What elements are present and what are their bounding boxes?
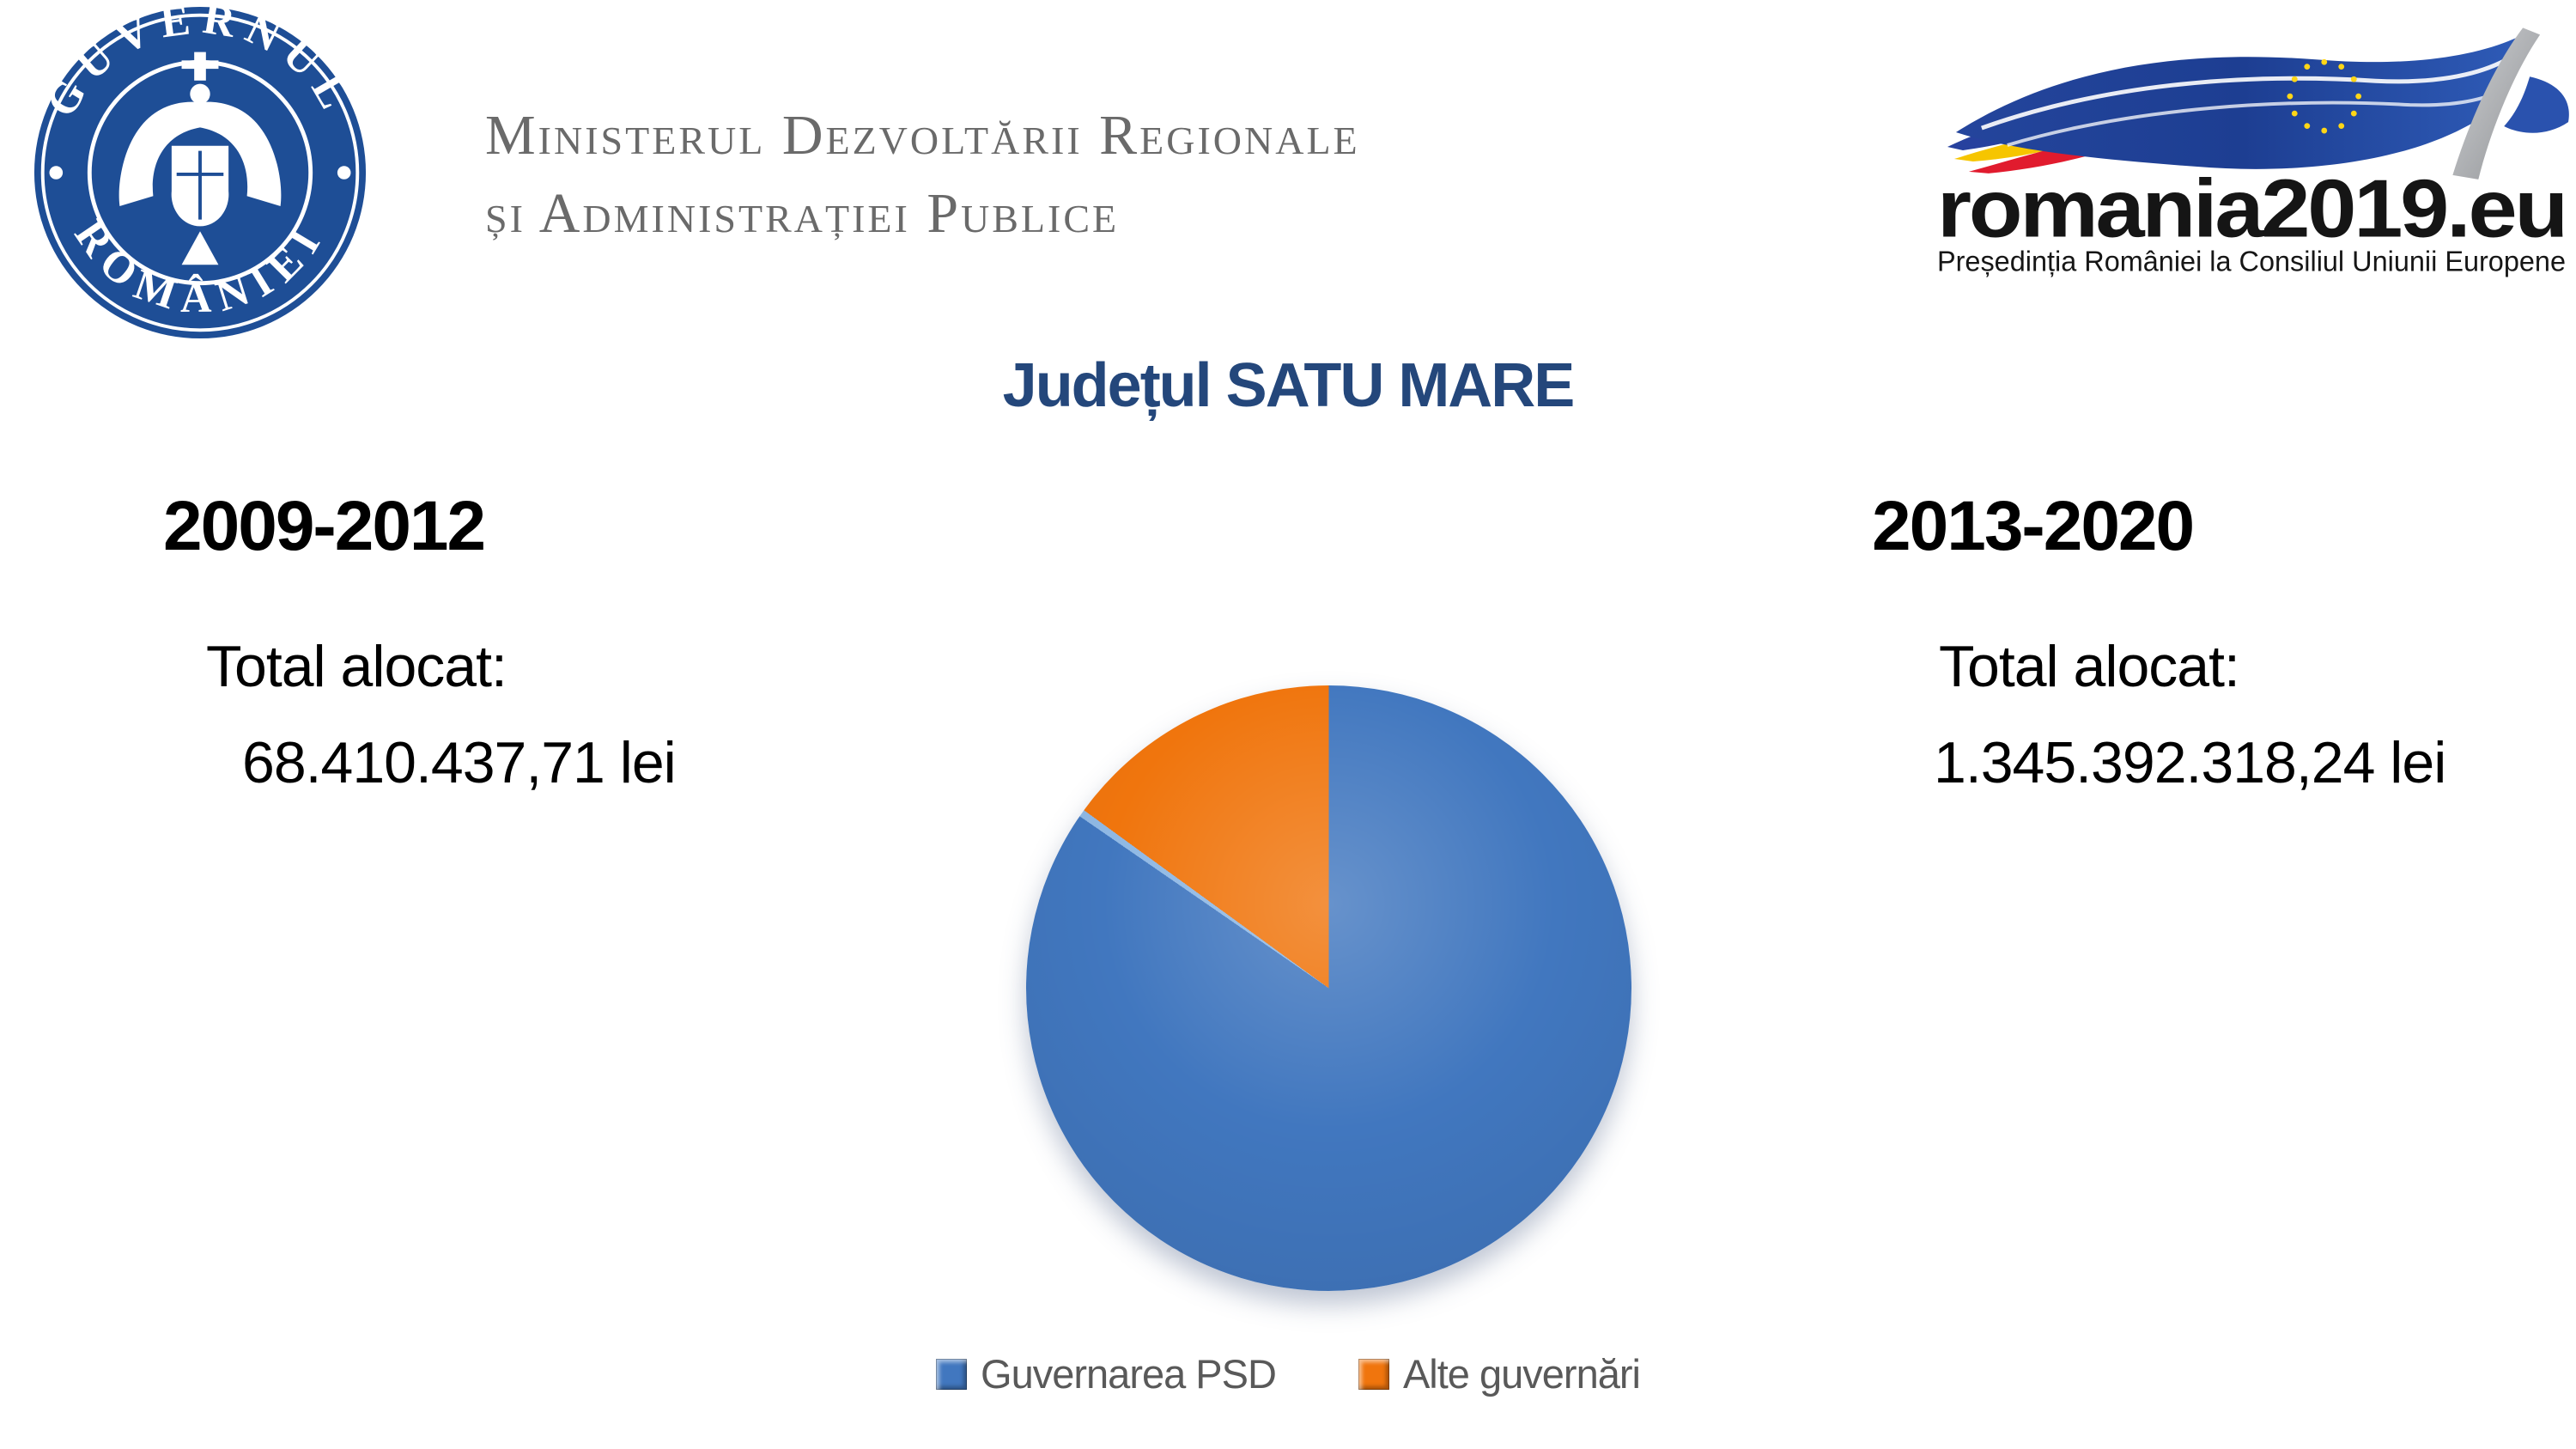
legend-item-alte-guvernari: Alte guvernări [1358,1351,1641,1397]
page-title: Județul SATU MARE [1002,351,1576,420]
period-panel-2013-2020: 2013-2020 Total alocat: 1.345.392.318,24… [1872,487,2446,795]
period-panel-2009-2012: 2009-2012 Total alocat: 68.410.437,71 le… [163,487,677,795]
total-allocated-label: Total alocat: [206,634,507,699]
legend-label: Guvernarea PSD [981,1351,1277,1397]
pie-chart [1026,685,1631,1291]
ministry-name-line2: și Administrației Publice [485,182,1120,246]
flag-wave-graphic [1947,27,2569,180]
legend-swatch-blue-icon [936,1358,968,1390]
eu-subtitle-text: Președinția României la Consiliul Uniuni… [1937,246,2566,277]
ministry-name: Ministerul Dezvoltării Regionale și Admi… [485,96,1360,253]
coat-of-arms-detail [176,150,224,220]
legend-label: Alte guvernări [1402,1351,1641,1397]
chart-legend: Guvernarea PSD Alte guvernări [0,1354,2576,1394]
ministry-name-line1: Ministerul Dezvoltării Regionale [485,104,1360,167]
government-of-romania-seal-icon: GUVERNUL ROMÂNIEI [33,5,367,339]
legend-swatch-orange-icon [1358,1358,1389,1390]
eu-brand-text: romania2019.eu [1937,163,2566,255]
total-allocated-amount: 1.345.392.318,24 lei [1934,730,2446,795]
total-allocated-label: Total alocat: [1939,634,2240,699]
legend-item-guvernarea-psd: Guvernarea PSD [936,1351,1277,1397]
total-allocated-amount: 68.410.437,71 lei [242,730,677,795]
period-heading: 2013-2020 [1872,487,2195,565]
eu-presidency-logo: romania2019.eu Președinția României la C… [1937,27,2569,277]
period-heading: 2009-2012 [163,487,486,565]
eu-stars [2287,58,2362,134]
